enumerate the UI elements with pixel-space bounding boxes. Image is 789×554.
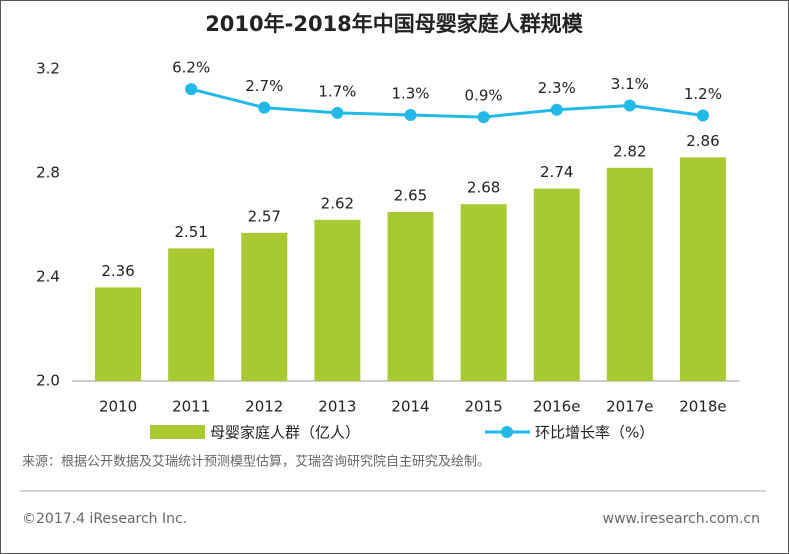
bar-value-label: 2.74 <box>540 163 573 181</box>
bar <box>533 188 580 381</box>
bar-value-label: 2.86 <box>686 132 719 150</box>
bar <box>460 204 507 381</box>
line-value-label: 1.7% <box>318 82 356 100</box>
bar-value-label: 2.51 <box>174 223 207 241</box>
bar <box>241 232 288 381</box>
x-tick-label: 2013 <box>318 398 356 416</box>
line-value-label: 3.1% <box>611 75 649 93</box>
line-value-label: 1.2% <box>684 85 722 103</box>
website: www.iresearch.com.cn <box>603 511 760 527</box>
line <box>190 87 704 119</box>
legend-swatch-marker <box>501 426 513 438</box>
bar-value-label: 2.57 <box>248 207 281 225</box>
line-marker <box>623 99 636 112</box>
line-marker <box>185 83 198 96</box>
bar-value-label: 2.82 <box>613 142 646 160</box>
x-tick-label: 2010 <box>99 398 137 416</box>
line-marker <box>696 109 709 122</box>
bar <box>95 287 142 381</box>
bar-value-label: 2.36 <box>101 262 134 280</box>
line-value-label: 0.9% <box>465 87 503 105</box>
line-marker <box>550 103 563 116</box>
x-tick-label: 2016e <box>533 398 580 416</box>
bar-value-label: 2.65 <box>394 187 427 205</box>
line-value-label: 6.2% <box>172 59 210 77</box>
line-value-label: 1.3% <box>391 85 429 103</box>
bar-value-label: 2.68 <box>467 179 500 197</box>
bar <box>679 157 726 381</box>
y-tick-label: 3.2 <box>36 60 60 78</box>
chart-title: 2010年-2018年中国母婴家庭人群规模 <box>205 12 584 36</box>
bar <box>168 248 215 381</box>
x-tick-label: 2017e <box>606 398 653 416</box>
legend-label: 环比增长率（%） <box>535 424 654 442</box>
x-tick-label: 2012 <box>245 398 283 416</box>
legend-label: 母婴家庭人群（亿人） <box>210 424 360 442</box>
line-marker <box>404 109 417 122</box>
x-tick-label: 2018e <box>679 398 726 416</box>
line-marker <box>258 101 271 114</box>
source: 来源：根据公开数据及艾瑞统计预测模型估算，艾瑞咨询研究院自主研究及绘制。 <box>22 455 490 470</box>
bar <box>387 212 434 381</box>
bar <box>606 167 653 381</box>
line-value-label: 2.3% <box>538 79 576 97</box>
bar <box>314 219 361 381</box>
y-tick-label: 2.8 <box>36 164 60 182</box>
y-tick-label: 2.0 <box>36 372 60 390</box>
line-marker <box>331 106 344 119</box>
legend-swatch <box>150 425 205 439</box>
line-value-label: 2.7% <box>245 77 283 95</box>
line-marker <box>477 111 490 124</box>
y-tick-label: 2.4 <box>36 268 60 286</box>
bar-value-label: 2.62 <box>321 194 354 212</box>
copyright: ©2017.4 iResearch Inc. <box>22 511 187 527</box>
x-tick-label: 2014 <box>391 398 429 416</box>
x-tick-label: 2015 <box>465 398 503 416</box>
x-tick-label: 2011 <box>172 398 210 416</box>
